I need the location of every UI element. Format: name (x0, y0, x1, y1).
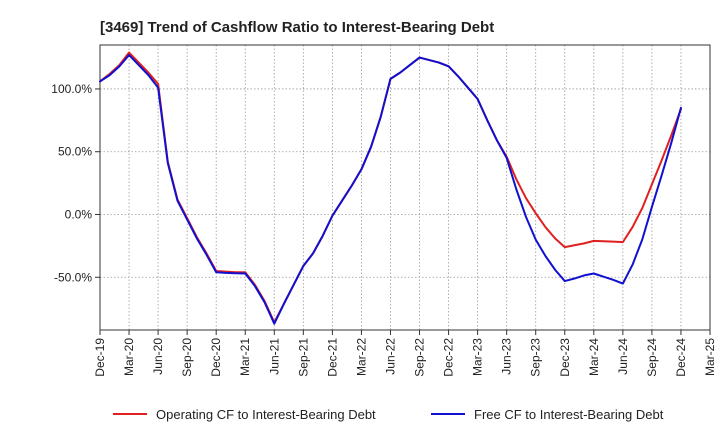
plot-frame (99, 44, 711, 331)
y-tick-label: 50.0% (58, 145, 92, 159)
x-tick-label: Dec-23 (558, 338, 572, 377)
x-tick-label: Sep-20 (180, 338, 194, 377)
x-tick-label: Mar-25 (703, 338, 717, 376)
x-tick-label: Mar-20 (122, 338, 136, 376)
x-tick-label: Sep-24 (645, 338, 659, 377)
x-tick-label: Jun-23 (500, 338, 514, 375)
x-tick-label: Jun-20 (151, 338, 165, 375)
x-tick-label: Mar-21 (238, 338, 252, 376)
chart-title: [3469] Trend of Cashflow Ratio to Intere… (100, 19, 494, 36)
legend-label-operating-cf: Operating CF to Interest-Bearing Debt (156, 407, 376, 422)
x-tick-label: Jun-22 (383, 338, 397, 375)
x-tick-label: Jun-21 (267, 338, 281, 375)
x-tick-label: Dec-19 (93, 338, 107, 377)
x-tick-label: Dec-22 (442, 338, 456, 377)
x-tick-label: Mar-22 (354, 338, 368, 376)
plot-border (99, 44, 711, 331)
series-lines (99, 51, 682, 325)
y-tick-label: 100.0% (51, 82, 92, 96)
gridlines (100, 45, 710, 330)
x-tick-label: Dec-24 (674, 338, 688, 377)
legend-label-free-cf: Free CF to Interest-Bearing Debt (474, 407, 664, 422)
x-tick-label: Mar-23 (471, 338, 485, 376)
y-tick-label: -50.0% (54, 270, 92, 284)
x-tick-label: Sep-21 (296, 338, 310, 377)
series-line-operating-cf (99, 51, 682, 324)
series-line-free-cf (99, 54, 682, 325)
y-axis-ticks: 100.0% 50.0% 0.0% -50.0% (51, 82, 100, 284)
legend: Operating CF to Interest-Bearing Debt Fr… (113, 407, 664, 422)
x-axis-ticks: Dec-19 Mar-20 Jun-20 Sep-20 Dec-20 Mar-21 Jun-… (93, 330, 717, 377)
y-tick-label: 0.0% (65, 207, 93, 221)
x-tick-label: Dec-20 (209, 338, 223, 377)
x-tick-label: Mar-24 (587, 338, 601, 376)
x-tick-label: Sep-22 (413, 338, 427, 377)
x-tick-label: Sep-23 (529, 338, 543, 377)
x-tick-label: Jun-24 (616, 338, 630, 375)
x-tick-label: Dec-21 (325, 338, 339, 377)
